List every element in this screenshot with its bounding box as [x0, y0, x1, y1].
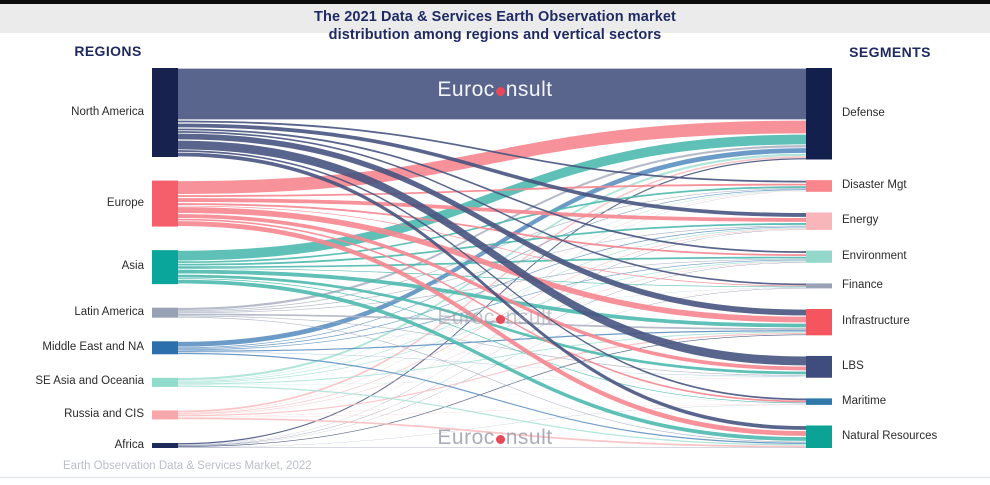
source-note: Earth Observation Data & Services Market…	[63, 460, 312, 472]
flow-link	[178, 133, 806, 316]
bottom-divider	[0, 477, 990, 478]
regions-header: REGIONS	[74, 43, 142, 59]
flow-link	[178, 288, 806, 415]
flow-link	[178, 287, 806, 351]
region-node-asia	[152, 250, 178, 285]
flow-link	[178, 269, 806, 328]
region-label-latin-america: Latin America	[74, 305, 144, 318]
flow-link	[178, 223, 806, 266]
region-node-middle-east-and-na	[152, 341, 178, 355]
flow-link	[178, 158, 806, 445]
flow-link	[178, 334, 806, 447]
segment-label-maritime: Maritime	[842, 394, 887, 407]
region-node-africa	[152, 443, 178, 448]
flow-link	[178, 279, 806, 441]
segment-node-defense	[806, 68, 832, 160]
flow-link	[178, 128, 806, 253]
segment-node-lbs	[806, 355, 832, 378]
flow-link	[178, 287, 806, 384]
region-label-europe: Europe	[106, 196, 144, 209]
flow-link	[178, 259, 806, 351]
segment-label-lbs: LBS	[842, 359, 864, 372]
flow-link	[178, 404, 806, 418]
segment-node-disaster-mgt	[806, 180, 832, 192]
flow-link	[178, 417, 806, 448]
flow-link	[178, 207, 806, 323]
chart-title-line2: distribution among regions and vertical …	[328, 27, 662, 43]
segment-label-infrastructure: Infrastructure	[842, 315, 910, 328]
region-label-africa: Africa	[114, 438, 144, 451]
region-node-latin-america	[152, 307, 178, 318]
flow-link	[178, 377, 806, 448]
flow-link	[178, 229, 806, 446]
flow-link	[178, 262, 806, 446]
flow-link	[178, 120, 806, 194]
flow-link	[178, 190, 806, 413]
flow-link	[178, 288, 806, 447]
region-label-middle-east-and-na: Middle East and NA	[42, 340, 144, 353]
region-label-asia: Asia	[121, 260, 144, 273]
segment-node-finance	[806, 283, 832, 289]
flow-link	[178, 332, 806, 417]
flow-link	[178, 152, 806, 430]
flow-link	[178, 313, 806, 330]
title-band	[0, 4, 990, 33]
flow-link	[178, 376, 806, 385]
flow-link	[178, 226, 806, 350]
flow-link	[178, 191, 806, 445]
top-border	[0, 0, 990, 4]
flow-link	[178, 198, 806, 222]
flow-link	[178, 225, 806, 313]
flow-link	[178, 145, 806, 311]
region-label-se-asia-and-oceania: SE Asia and Oceania	[35, 375, 144, 388]
segments-header: SEGMENTS	[849, 44, 931, 60]
flow-link	[178, 377, 806, 417]
flow-link	[178, 404, 806, 448]
flow-link	[178, 221, 806, 436]
region-node-russia-and-cis	[152, 410, 178, 420]
flow-link	[178, 140, 806, 366]
region-node-se-asia-and-oceania	[152, 377, 178, 387]
flow-link	[178, 148, 806, 347]
segment-label-defense: Defense	[842, 106, 885, 119]
chart-title-line1: The 2021 Data & Services Earth Observati…	[314, 9, 676, 25]
region-label-russia-and-cis: Russia and CIS	[64, 407, 144, 420]
flow-link	[178, 123, 806, 217]
flow-link	[178, 315, 806, 376]
flow-link	[178, 68, 806, 120]
segment-label-finance: Finance	[842, 278, 883, 291]
segment-label-natural-resources: Natural Resources	[842, 429, 938, 442]
flow-link	[178, 274, 806, 375]
flow-link	[178, 258, 806, 314]
flow-link	[178, 156, 806, 413]
segment-node-energy	[806, 212, 832, 230]
segment-node-maritime	[806, 398, 832, 405]
flow-link	[178, 131, 806, 286]
segment-label-disaster-mgt: Disaster Mgt	[842, 178, 907, 191]
flow-link	[178, 134, 806, 261]
region-label-north-america: North America	[71, 105, 144, 118]
flow-link	[178, 385, 806, 446]
flow-link	[178, 331, 806, 385]
flow-link	[178, 205, 806, 287]
flow-link	[178, 352, 806, 377]
segment-node-natural-resources	[806, 425, 832, 448]
region-node-north-america	[152, 68, 178, 157]
flow-link	[178, 150, 806, 401]
flow-link	[178, 120, 806, 183]
segment-label-environment: Environment	[842, 249, 907, 262]
flow-link	[178, 203, 806, 256]
flow-link	[178, 218, 806, 403]
flow-link	[178, 316, 806, 443]
flow-link	[178, 278, 806, 404]
flow-link	[178, 261, 806, 415]
flow-link	[178, 268, 806, 288]
segment-label-energy: Energy	[842, 214, 879, 227]
segment-node-environment	[806, 250, 832, 263]
flow-link	[178, 352, 806, 444]
segment-node-infrastructure	[806, 309, 832, 336]
region-node-europe	[152, 180, 178, 227]
